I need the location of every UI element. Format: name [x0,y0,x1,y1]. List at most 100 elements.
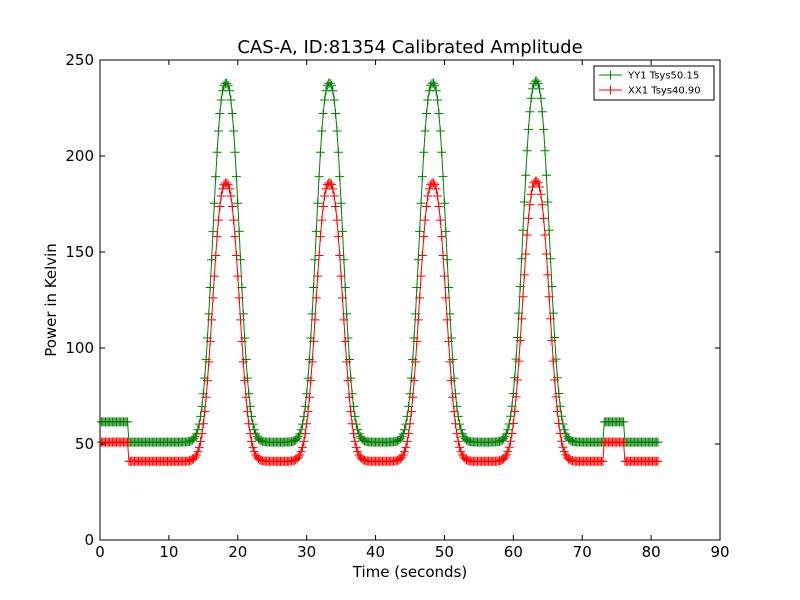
data-point [653,456,663,466]
data-point [557,436,567,446]
data-point [525,200,535,210]
data-point [435,215,445,225]
data-point [416,271,426,281]
data-point [198,419,208,429]
data-point [249,425,259,435]
data-point [292,434,302,444]
x-tick-label: 60 [504,543,523,561]
data-point [331,109,341,118]
data-point [196,436,206,446]
data-point [350,411,360,421]
data-point [202,376,212,386]
data-point [523,213,533,223]
plot-background [100,60,720,540]
data-point [506,411,516,421]
data-point [434,202,444,211]
data-point [537,200,547,210]
data-point [533,78,543,88]
data-point [209,198,219,208]
data-point [419,232,429,242]
data-point [236,255,246,265]
data-point [415,226,425,236]
legend-frame [593,65,715,101]
data-point [314,250,324,260]
data-point [417,250,427,260]
data-point [541,170,551,180]
legend: YY1 Tsys50.15 XX1 Tsys40.90 [593,65,715,101]
data-point [234,293,244,303]
data-point [533,178,543,188]
data-point [189,434,199,444]
data-point [212,232,222,242]
data-point [310,315,320,325]
data-point [517,314,527,324]
data-point [351,442,361,452]
data-point [304,392,314,402]
data-point [554,419,564,429]
data-point [320,191,330,201]
data-point [325,178,335,188]
data-point [399,425,409,435]
data-point [332,126,342,136]
data-point [353,425,363,435]
data-point [315,232,325,242]
data-point [557,411,567,421]
data-point [207,315,217,325]
data-point [541,249,551,259]
data-point [335,172,345,182]
data-point [619,417,629,427]
x-tick-label: 10 [159,543,178,561]
data-point [344,392,354,402]
data-point [350,436,360,446]
data-point [300,429,310,439]
data-point [526,93,536,103]
data-point [543,197,553,207]
data-point [413,315,423,325]
data-point [456,425,466,435]
data-point [340,336,350,346]
data-point [230,232,240,242]
ticks-layer: 0 10 20 30 40 50 60 70 80 90 0 50 100 150 200 250 [65,51,729,561]
data-point [293,452,303,462]
data-point [598,456,608,466]
x-axis-label: Time (seconds) [352,563,468,581]
data-point [431,86,441,96]
data-point [521,249,531,259]
data-point [296,447,306,457]
data-point [433,95,443,105]
data-point [518,292,528,302]
data-point [437,147,447,157]
data-point [318,109,328,118]
legend-item: YY1 Tsys50.15 [599,70,699,82]
data-point [510,406,520,416]
data-point [215,202,225,211]
data-point [328,184,338,194]
data-point [522,230,532,240]
data-point [536,189,546,199]
data-point [311,293,321,303]
data-point [325,78,335,88]
data-point [339,315,349,325]
data-point [444,336,454,346]
data-point [247,411,257,421]
data-point [535,182,545,192]
data-point [342,357,352,367]
data-point [416,198,426,208]
data-point [525,107,535,117]
data-point [216,191,226,201]
data-point [551,392,561,402]
data-point [506,436,516,446]
data-point [237,336,247,346]
data-point [499,434,509,444]
data-point [532,176,542,186]
x-tick-label: 90 [710,543,729,561]
data-point [420,126,430,136]
data-point [229,215,239,225]
plot-area [96,59,721,541]
data-point [337,226,347,236]
data-point [517,254,527,264]
data-point [241,392,251,402]
data-point [395,434,405,444]
data-point [332,215,342,225]
